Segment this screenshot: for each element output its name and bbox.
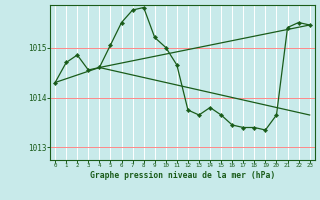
X-axis label: Graphe pression niveau de la mer (hPa): Graphe pression niveau de la mer (hPa): [90, 171, 275, 180]
